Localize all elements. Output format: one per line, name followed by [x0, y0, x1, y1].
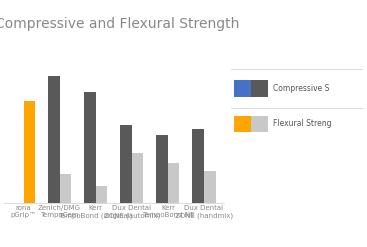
- Text: Compressive and Flexural Strength: Compressive and Flexural Strength: [0, 17, 240, 31]
- Bar: [48, 76, 59, 203]
- Bar: [96, 185, 107, 203]
- Bar: [23, 101, 35, 203]
- Bar: [234, 116, 251, 132]
- Bar: [59, 174, 71, 203]
- Bar: [251, 116, 268, 132]
- Bar: [204, 171, 215, 203]
- Bar: [84, 92, 96, 203]
- Bar: [120, 125, 132, 203]
- Bar: [156, 135, 168, 203]
- Bar: [234, 80, 251, 97]
- Text: Compressive S: Compressive S: [273, 84, 330, 93]
- Bar: [132, 153, 143, 203]
- Text: Flexural Streng: Flexural Streng: [273, 120, 332, 128]
- Bar: [192, 129, 204, 203]
- Bar: [251, 80, 268, 97]
- Bar: [168, 163, 179, 203]
